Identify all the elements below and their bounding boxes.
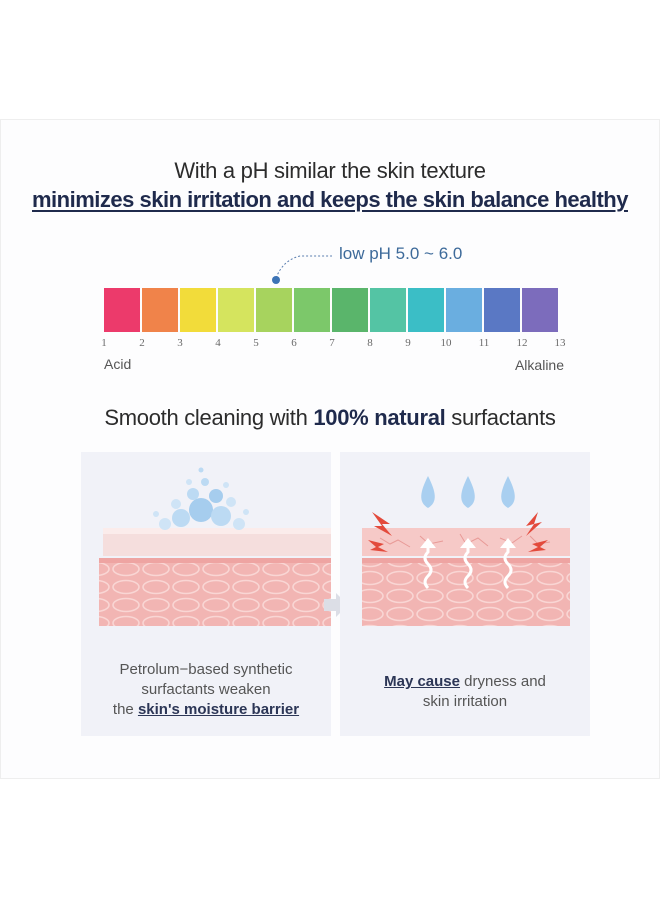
- ph-pointer-dot: [272, 276, 280, 284]
- caption-right: May cause dryness and skin irritation: [340, 672, 590, 712]
- caption-right-line-1-bold: May cause: [384, 673, 460, 690]
- ph-cell-8: [370, 288, 406, 332]
- caption-left-line-3: the skin's moisture barrier: [81, 700, 331, 720]
- ph-number-6: 6: [291, 337, 297, 349]
- ph-cell-5: [256, 288, 292, 332]
- ph-cell-7: [332, 288, 368, 332]
- subheading: Smooth cleaning with 100% natural surfac…: [0, 405, 660, 431]
- headline-line-2-text: minimizes skin irritation and keeps the …: [32, 187, 628, 212]
- ph-number-7: 7: [329, 337, 335, 349]
- panel-synthetic: [81, 452, 331, 736]
- ph-cell-10: [446, 288, 482, 332]
- caption-left: Petrolum−based synthetic surfactants wea…: [81, 660, 331, 720]
- ph-number-4: 4: [215, 337, 221, 349]
- ph-cell-12: [522, 288, 558, 332]
- ph-cell-2: [142, 288, 178, 332]
- ph-number-8: 8: [367, 337, 373, 349]
- caption-left-line-3-prefix: the: [112, 701, 138, 718]
- ph-cell-11: [484, 288, 520, 332]
- caption-right-line-1: May cause dryness and: [340, 672, 590, 692]
- headline-line-2: minimizes skin irritation and keeps the …: [0, 187, 660, 213]
- headline-line-1: With a pH similar the skin texture: [174, 158, 486, 183]
- skin-illustration-right: [362, 476, 570, 626]
- subheading-bold: 100% natural: [313, 405, 446, 430]
- ph-number-12: 12: [516, 337, 528, 349]
- ph-number-9: 9: [405, 337, 411, 349]
- ph-number-1: 1: [101, 337, 107, 349]
- ph-number-10: 10: [440, 337, 452, 349]
- ph-cell-1: [104, 288, 140, 332]
- ph-number-11: 11: [478, 337, 490, 349]
- acid-label: Acid: [104, 356, 132, 372]
- water-drop-icon: [421, 476, 515, 508]
- ph-number-3: 3: [177, 337, 183, 349]
- irritation-spark-icon: [368, 512, 548, 552]
- caption-left-line-3-bold: skin's moisture barrier: [137, 701, 300, 718]
- caption-left-line-1: Petrolum−based synthetic: [119, 661, 293, 678]
- skin-illustration-left: [99, 467, 331, 626]
- ph-cell-6: [294, 288, 330, 332]
- caption-right-line-2: skin irritation: [422, 693, 508, 710]
- ph-cell-9: [408, 288, 444, 332]
- ph-cell-4: [218, 288, 254, 332]
- alkaline-label: Alkaline: [514, 357, 564, 373]
- ph-cell-3: [180, 288, 216, 332]
- evaporation-arrow-icon: [423, 544, 513, 590]
- caption-left-line-2: surfactants weaken: [141, 681, 271, 698]
- caption-right-line-1-rest: dryness and: [460, 673, 546, 690]
- ph-number-13: 13: [554, 337, 566, 349]
- ph-range-label: low pH 5.0 ~ 6.0: [339, 244, 463, 263]
- ph-color-bar: [104, 288, 558, 332]
- panel-irritation: [340, 452, 590, 736]
- subheading-suffix: surfactants: [445, 405, 556, 430]
- subheading-prefix: Smooth cleaning with: [104, 405, 314, 430]
- ph-number-5: 5: [253, 337, 259, 349]
- ph-number-2: 2: [139, 337, 145, 349]
- soap-bubbles-icon: [153, 467, 249, 530]
